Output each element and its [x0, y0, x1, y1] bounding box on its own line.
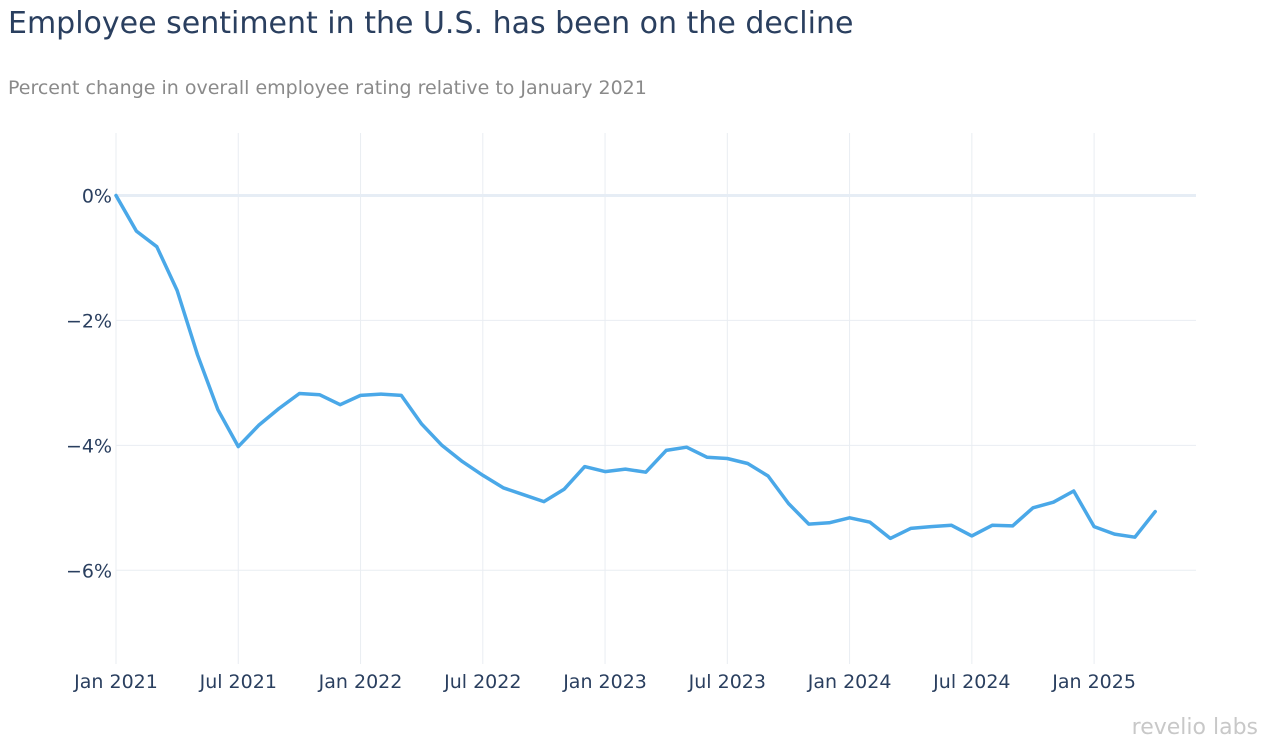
- x-axis-ticks: Jan 2021 Jul 2021 Jan 2022 Jul 2022 Jan 2023…: [73, 671, 1136, 693]
- x-tick-label: Jan 2024: [807, 671, 892, 693]
- x-tick-label: Jan 2025: [1051, 671, 1136, 693]
- x-tick-label: Jan 2023: [562, 671, 647, 693]
- horizontal-gridlines: [116, 193, 1196, 571]
- brand-logo: revelio labs: [1132, 715, 1258, 740]
- y-tick-label: −2%: [66, 310, 112, 332]
- series-line: [114, 193, 1157, 541]
- chart-subtitle: Percent change in overall employee ratin…: [8, 77, 647, 99]
- vertical-gridlines: [115, 133, 1095, 664]
- x-tick-label: Jul 2023: [688, 671, 766, 693]
- x-tick-label: Jan 2021: [73, 671, 158, 693]
- chart-title: Employee sentiment in the U.S. has been …: [8, 6, 854, 41]
- y-tick-label: 0%: [82, 185, 112, 207]
- x-tick-label: Jul 2022: [443, 671, 521, 693]
- y-tick-label: −4%: [66, 435, 112, 457]
- x-tick-label: Jul 2021: [199, 671, 277, 693]
- x-tick-label: Jul 2024: [932, 671, 1010, 693]
- y-axis-ticks: 0% −2% −4% −6%: [66, 185, 112, 582]
- brand-name: revelio labs: [1131, 715, 1258, 740]
- y-tick-label: −6%: [66, 560, 112, 582]
- x-tick-label: Jan 2022: [318, 671, 403, 693]
- series-layer: [114, 193, 1157, 541]
